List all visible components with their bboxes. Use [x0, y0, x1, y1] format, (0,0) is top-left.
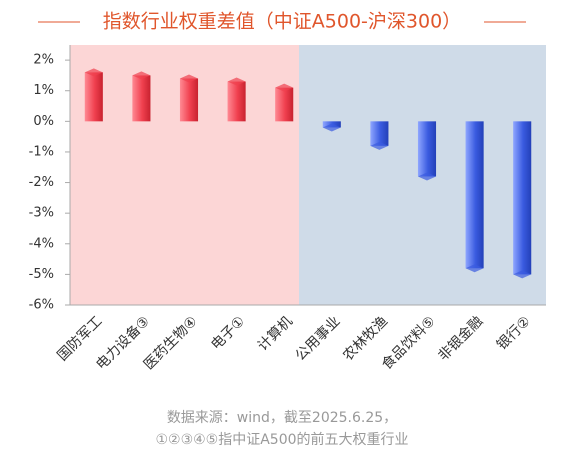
- y-tick-label: -3%: [29, 206, 54, 221]
- x-tick-label: 计算机: [255, 313, 296, 354]
- bar-cap: [227, 77, 246, 86]
- y-tick-label: -4%: [29, 236, 54, 251]
- bar: [275, 87, 294, 122]
- y-tick-label: 1%: [33, 83, 54, 98]
- bar: [465, 121, 484, 269]
- bar: [513, 121, 532, 275]
- note: 数据来源：wind，截至2025.6.25，: [167, 410, 397, 426]
- bar-cap: [322, 123, 341, 132]
- note: ①②③④⑤指中证A500的前五大权重行业: [155, 431, 408, 448]
- chart-title: 指数行业权重差值（中证A500-沪深300）: [103, 11, 461, 33]
- bar: [417, 121, 437, 177]
- bar-cap: [513, 270, 532, 279]
- bar: [370, 121, 389, 146]
- bar: [227, 81, 246, 122]
- x-tick-label: 电子①: [208, 313, 248, 353]
- y-tick-label: -5%: [29, 267, 54, 282]
- y-tick-label: -1%: [29, 144, 54, 159]
- y-tick-label: 0%: [33, 114, 54, 129]
- bar-cap: [465, 264, 484, 273]
- x-tick-label: 银行②: [494, 313, 534, 353]
- bar-cap: [370, 141, 389, 150]
- bar: [84, 72, 103, 122]
- bar-cap: [84, 68, 103, 77]
- bar: [132, 75, 151, 122]
- bar-cap: [179, 74, 199, 83]
- bar-cap: [275, 83, 294, 92]
- bar-cap: [132, 71, 151, 80]
- y-tick-label: -6%: [29, 298, 54, 313]
- bar: [179, 78, 199, 122]
- x-tick-label: 非银金融: [435, 313, 486, 364]
- bar-cap: [417, 172, 437, 181]
- y-tick-label: 2%: [33, 53, 54, 68]
- x-tick-label: 公用事业: [293, 313, 344, 364]
- y-tick-label: -2%: [29, 175, 54, 190]
